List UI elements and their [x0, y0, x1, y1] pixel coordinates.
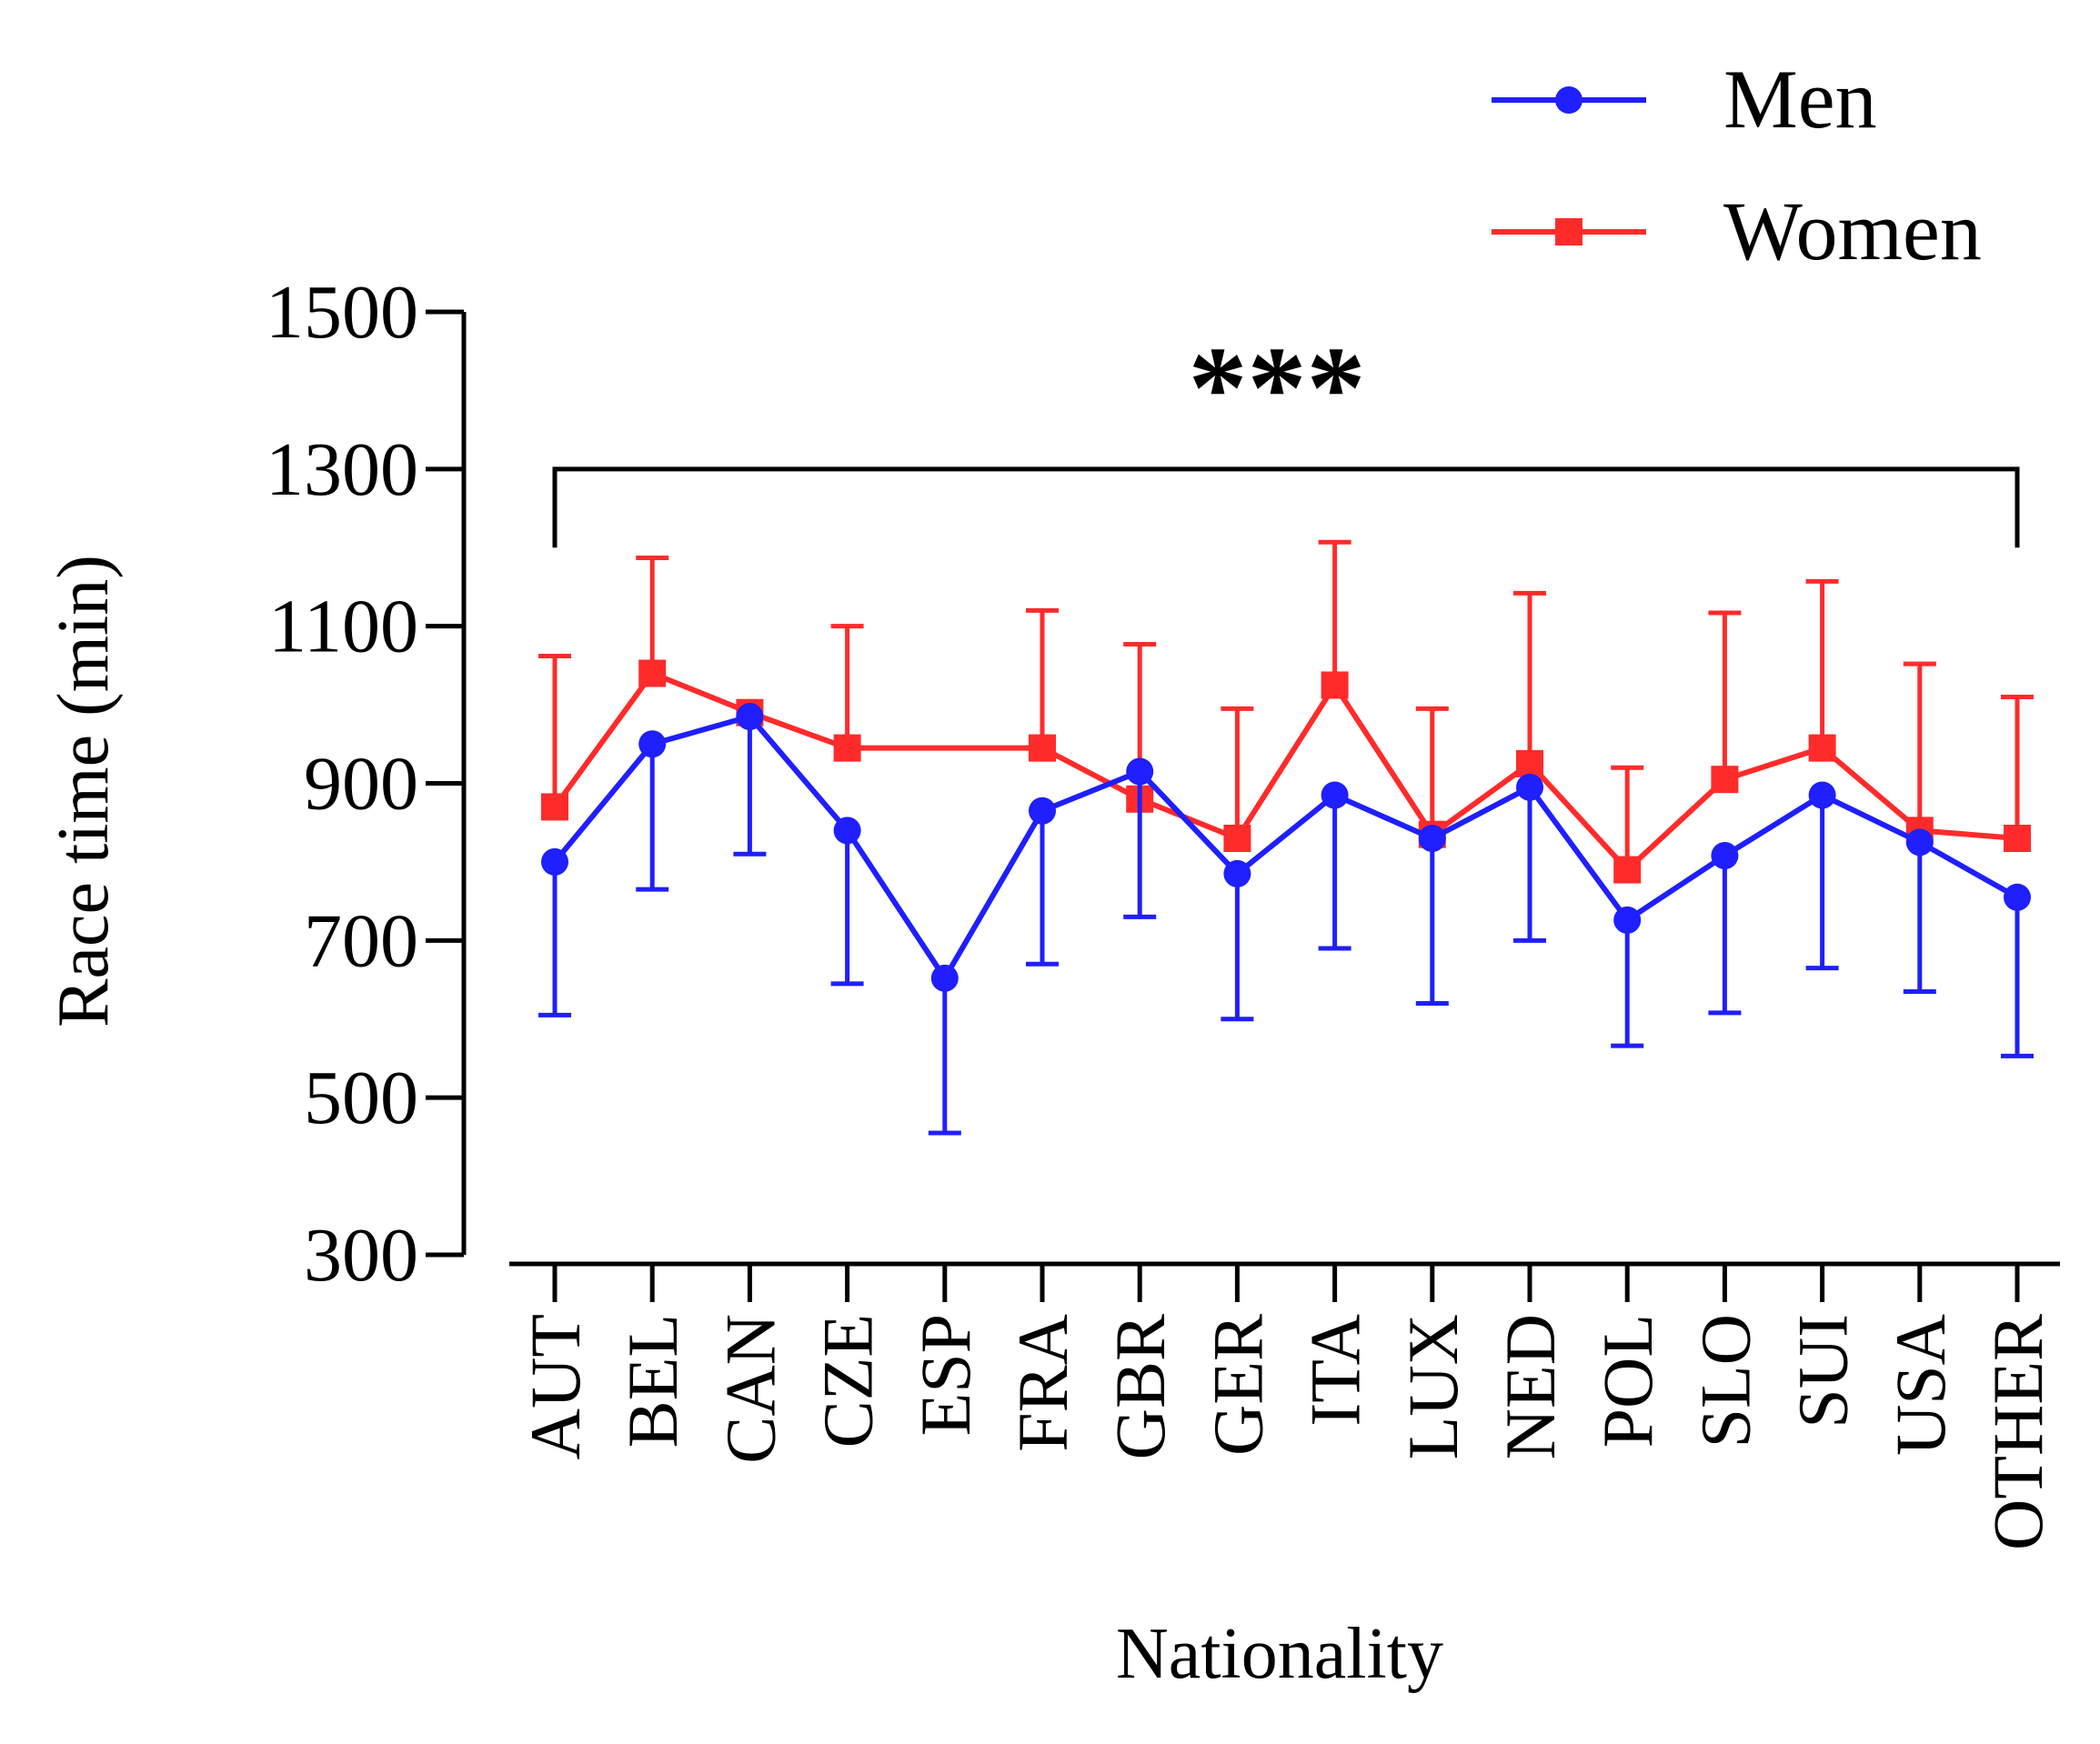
data-point-men	[736, 703, 764, 731]
x-tick-label: FRA	[1003, 1314, 1082, 1452]
series-layer	[538, 539, 2034, 1136]
significance-bracket: ***	[552, 323, 2020, 548]
y-tick-label: 1300	[266, 427, 418, 512]
legend-item-women: Women	[1492, 185, 1982, 277]
x-tick-label: BEL	[613, 1314, 692, 1448]
y-tick-label: 1100	[268, 585, 418, 669]
x-tick-label: CZE	[809, 1314, 888, 1448]
x-tick-label: ITA	[1296, 1314, 1375, 1427]
y-axis-label: Race time (min)	[44, 555, 124, 1027]
data-point-women	[833, 734, 861, 762]
data-point-men	[541, 847, 568, 876]
series-women	[538, 539, 2034, 884]
series-men	[538, 703, 2034, 1136]
data-point-women	[1808, 734, 1836, 762]
data-point-men	[638, 730, 667, 758]
axes: 300 500 700 900 1100 1300 1500 AUT BEL CAN CZE ESP F…	[266, 270, 2060, 1550]
data-point-men	[1223, 859, 1251, 887]
x-tick-label: NED	[1491, 1314, 1570, 1459]
x-tick-label: AUT	[516, 1314, 595, 1459]
data-point-women	[638, 659, 667, 687]
legend-marker	[1555, 86, 1583, 114]
y-tick-label: 900	[304, 742, 418, 827]
data-point-women	[1029, 734, 1056, 762]
legend-item-men: Men	[1492, 53, 1877, 145]
data-point-women	[1613, 856, 1642, 884]
data-point-men	[1905, 828, 1934, 857]
y-tick-label: 700	[304, 898, 418, 983]
legend-label: Men	[1723, 53, 1877, 145]
y-tick-label: 1500	[266, 270, 418, 355]
x-tick-label: POL	[1588, 1314, 1667, 1448]
data-point-women	[1711, 766, 1739, 794]
data-point-women	[1223, 824, 1251, 852]
data-point-men	[1321, 781, 1349, 809]
legend: Men Women	[1492, 53, 1982, 277]
y-tick-label: 500	[304, 1056, 418, 1140]
data-point-women	[541, 793, 568, 821]
data-point-men	[1126, 757, 1154, 786]
bracket-line	[552, 466, 2020, 548]
x-tick-label: GER	[1198, 1314, 1277, 1456]
data-point-men	[1029, 797, 1056, 825]
x-axis-label: Nationality	[1116, 1614, 1443, 1694]
x-tick-label: SLO	[1685, 1314, 1764, 1448]
data-point-men	[1808, 781, 1836, 809]
x-tick-label: ESP	[906, 1314, 985, 1436]
data-point-women	[1516, 749, 1543, 777]
data-point-men	[930, 964, 959, 992]
data-point-men	[1418, 824, 1446, 852]
y-tick-label: 300	[304, 1213, 418, 1298]
x-tick-label: CAN	[710, 1314, 789, 1464]
data-point-men	[1613, 906, 1642, 934]
data-point-women	[1321, 671, 1349, 699]
legend-label: Women	[1723, 185, 1982, 277]
x-tick-label: GBR	[1100, 1314, 1180, 1459]
x-tick-label: SUI	[1783, 1314, 1863, 1428]
x-tick-label: USA	[1881, 1314, 1960, 1456]
data-point-men	[1711, 842, 1739, 870]
data-point-women	[2004, 824, 2031, 852]
data-point-men	[1516, 773, 1543, 801]
data-point-men	[833, 817, 861, 845]
series-line-men	[552, 714, 2019, 981]
series-line-women	[552, 670, 2018, 873]
x-tick-label: LUX	[1393, 1314, 1472, 1459]
significance-stars: ***	[1189, 323, 1366, 454]
x-tick-label: OTHER	[1978, 1314, 2057, 1550]
legend-marker	[1555, 218, 1583, 246]
data-point-men	[2004, 883, 2031, 911]
